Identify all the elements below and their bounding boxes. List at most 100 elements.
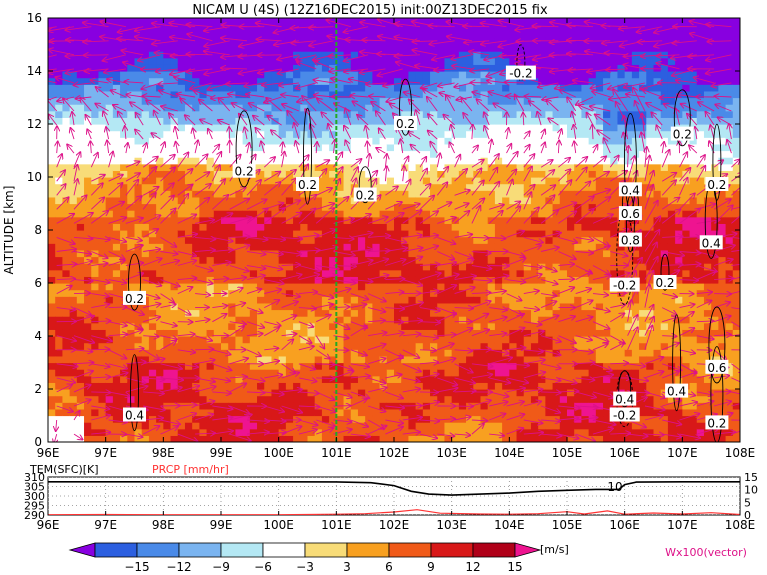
field-cell — [91, 203, 100, 211]
field-cell — [177, 163, 186, 171]
field-cell — [523, 177, 532, 185]
field-cell — [502, 309, 510, 317]
field-cell — [559, 84, 568, 92]
field-cell — [134, 18, 143, 26]
field-cell — [437, 183, 446, 191]
field-cell — [271, 150, 280, 158]
field-cell — [415, 77, 424, 85]
field-cell — [466, 157, 474, 165]
field-cell — [105, 210, 114, 218]
field-cell — [509, 322, 518, 330]
field-cell — [69, 408, 78, 417]
field-cell — [357, 37, 366, 46]
field-cell — [394, 37, 402, 46]
field-cell — [213, 110, 222, 118]
field-cell — [62, 71, 71, 79]
field-cell — [84, 362, 92, 370]
field-cell — [199, 302, 208, 311]
field-cell — [184, 84, 193, 92]
field-cell — [394, 296, 402, 304]
field-cell — [206, 150, 215, 158]
field-cell — [55, 256, 64, 264]
field-cell — [574, 110, 583, 118]
field-cell — [466, 322, 474, 330]
field-cell — [487, 249, 496, 258]
field-cell — [55, 289, 64, 297]
field-cell — [228, 230, 237, 238]
field-cell — [588, 77, 597, 85]
field-cell — [430, 322, 438, 330]
field-cell — [62, 64, 71, 72]
field-cell — [329, 342, 337, 350]
field-cell — [300, 336, 309, 344]
field-cell — [228, 269, 237, 277]
field-cell — [62, 117, 71, 125]
field-cell — [502, 415, 510, 423]
field-cell — [170, 269, 179, 277]
field-cell — [127, 283, 136, 291]
field-cell — [516, 375, 525, 383]
field-cell — [336, 143, 345, 152]
field-cell — [603, 44, 611, 52]
field-cell — [372, 203, 381, 211]
field-cell — [285, 163, 294, 171]
field-cell — [415, 362, 424, 370]
field-cell — [466, 309, 474, 317]
field-cell — [336, 382, 345, 390]
field-cell — [235, 276, 244, 284]
field-cell — [581, 428, 590, 436]
field-cell — [321, 355, 330, 364]
field-cell — [379, 435, 388, 442]
field-cell — [487, 37, 496, 46]
field-cell — [415, 163, 424, 171]
field-cell — [148, 289, 157, 297]
field-cell — [98, 90, 107, 99]
field-cell — [170, 362, 179, 370]
field-cell — [336, 177, 345, 185]
field-cell — [379, 349, 388, 357]
field-cell — [314, 31, 323, 39]
field-cell — [523, 395, 532, 403]
field-cell — [480, 24, 489, 32]
field-cell — [386, 435, 395, 442]
field-cell — [444, 84, 453, 92]
field-cell — [170, 190, 179, 198]
field-cell — [264, 355, 273, 364]
field-cell — [343, 382, 352, 390]
field-cell — [278, 395, 287, 403]
field-cell — [502, 24, 510, 32]
field-cell — [530, 402, 539, 410]
field-cell — [105, 84, 114, 92]
field-cell — [545, 130, 554, 138]
field-cell — [516, 302, 525, 311]
field-cell — [574, 90, 583, 99]
field-cell — [127, 143, 136, 152]
field-cell — [48, 110, 56, 118]
field-cell — [422, 349, 431, 357]
field-cell — [401, 309, 410, 317]
field-cell — [221, 210, 229, 218]
field-cell — [523, 382, 532, 390]
field-cell — [314, 362, 323, 370]
field-cell — [91, 90, 100, 99]
field-cell — [221, 256, 229, 264]
field-cell — [156, 223, 164, 231]
field-cell — [278, 51, 287, 59]
field-cell — [336, 236, 345, 244]
field-cell — [206, 389, 215, 397]
field-cell — [98, 117, 107, 125]
field-cell — [372, 408, 381, 417]
field-cell — [84, 296, 92, 304]
field-cell — [509, 362, 518, 370]
field-cell — [494, 44, 503, 52]
field-cell — [84, 203, 92, 211]
field-cell — [581, 302, 590, 311]
field-cell — [336, 130, 345, 138]
field-cell — [595, 57, 604, 65]
field-cell — [538, 336, 546, 344]
field-cell — [480, 435, 489, 442]
field-cell — [444, 362, 453, 370]
field-cell — [148, 104, 157, 112]
field-cell — [509, 309, 518, 317]
field-cell — [206, 77, 215, 85]
